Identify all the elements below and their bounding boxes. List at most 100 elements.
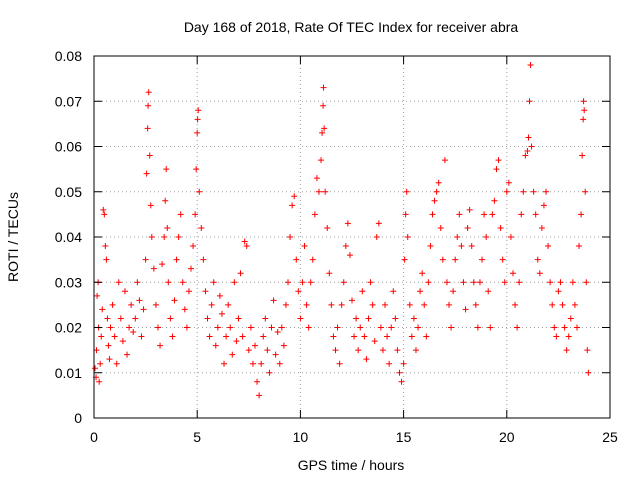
data-point xyxy=(538,224,545,231)
data-point xyxy=(561,324,568,331)
data-point xyxy=(145,102,152,109)
data-point xyxy=(439,256,446,263)
data-point xyxy=(97,360,104,367)
data-point xyxy=(188,265,195,272)
data-point xyxy=(527,62,534,69)
data-point xyxy=(567,315,574,322)
data-point xyxy=(353,315,360,322)
data-point xyxy=(367,279,374,286)
data-point xyxy=(365,315,372,322)
data-point xyxy=(103,256,110,263)
data-point xyxy=(274,329,281,336)
data-point xyxy=(233,338,240,345)
data-point xyxy=(427,243,434,250)
data-point xyxy=(371,338,378,345)
data-point xyxy=(377,324,384,331)
data-point xyxy=(200,256,207,263)
y-tick-label: 0.05 xyxy=(55,184,82,200)
data-point xyxy=(547,279,554,286)
data-point xyxy=(270,297,277,304)
data-point xyxy=(297,315,304,322)
data-point xyxy=(403,188,410,195)
data-point xyxy=(357,324,364,331)
data-point xyxy=(388,324,395,331)
data-point xyxy=(177,211,184,218)
data-point xyxy=(161,234,168,240)
data-point xyxy=(144,125,151,132)
data-point xyxy=(464,224,471,231)
data-point xyxy=(214,324,221,331)
data-point xyxy=(532,211,539,218)
data-point xyxy=(412,347,419,354)
data-point xyxy=(466,206,473,213)
x-tick-label: 25 xyxy=(602,429,618,445)
data-point xyxy=(225,301,232,308)
chart-title: Day 168 of 2018, Rate Of TEC Index for r… xyxy=(184,19,519,35)
data-point xyxy=(251,342,258,349)
data-point xyxy=(540,202,547,209)
data-point xyxy=(584,347,591,354)
data-point xyxy=(146,152,153,159)
data-point xyxy=(96,378,103,385)
data-point xyxy=(401,256,408,263)
data-point xyxy=(549,301,556,308)
data-point xyxy=(147,202,154,209)
data-point xyxy=(394,347,401,354)
data-point xyxy=(386,360,393,367)
data-point xyxy=(505,179,512,186)
data-point xyxy=(264,347,271,354)
data-point xyxy=(227,324,234,331)
data-point xyxy=(311,211,318,218)
data-point xyxy=(398,378,405,385)
data-point xyxy=(162,197,169,204)
data-point xyxy=(291,193,298,200)
data-point xyxy=(583,279,590,286)
data-point xyxy=(202,288,209,295)
data-point xyxy=(157,342,164,349)
data-point xyxy=(435,179,442,186)
data-point xyxy=(479,256,486,263)
data-point xyxy=(318,157,325,164)
data-point xyxy=(330,333,337,340)
data-point xyxy=(179,279,186,286)
data-point xyxy=(460,279,467,286)
data-point xyxy=(299,279,306,286)
y-axis-label: ROTI / TECUs xyxy=(5,192,21,282)
data-point xyxy=(446,301,453,308)
data-point xyxy=(268,324,275,331)
data-point xyxy=(334,324,341,331)
data-point xyxy=(410,315,417,322)
data-point xyxy=(198,224,205,231)
data-point xyxy=(320,102,327,109)
data-point xyxy=(503,188,510,195)
data-point xyxy=(289,202,296,209)
data-point xyxy=(218,310,225,317)
data-point xyxy=(100,206,107,213)
data-point xyxy=(196,188,203,195)
data-point xyxy=(563,347,570,354)
data-point xyxy=(104,315,111,322)
grid-lines xyxy=(94,56,610,418)
data-point xyxy=(507,234,514,240)
data-point xyxy=(143,170,150,177)
data-point xyxy=(324,224,331,231)
data-point xyxy=(476,279,483,286)
x-tick-label: 20 xyxy=(499,429,515,445)
data-point xyxy=(221,360,228,367)
data-point xyxy=(247,324,254,331)
data-point xyxy=(99,306,106,313)
plot-frame xyxy=(93,55,611,419)
data-point xyxy=(102,243,109,250)
data-point xyxy=(512,301,519,308)
x-tick-label: 10 xyxy=(293,429,309,445)
data-point xyxy=(501,279,508,286)
data-point xyxy=(326,270,333,277)
data-point xyxy=(569,279,576,286)
data-point xyxy=(392,315,399,322)
data-point xyxy=(309,256,316,263)
data-point xyxy=(140,306,147,313)
data-point xyxy=(293,256,300,263)
data-point xyxy=(258,360,265,367)
data-point xyxy=(212,342,219,349)
